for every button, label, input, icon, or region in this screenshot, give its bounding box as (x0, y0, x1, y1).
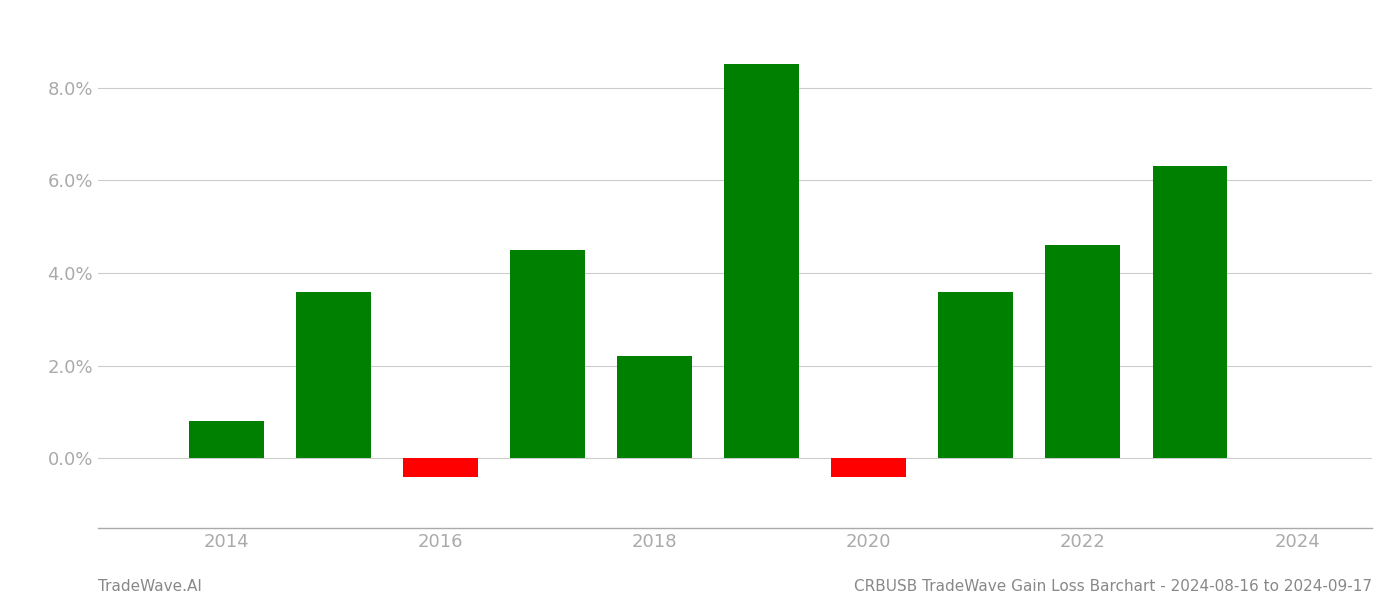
Text: TradeWave.AI: TradeWave.AI (98, 579, 202, 594)
Bar (1152, 166, 1228, 458)
Bar (295, 292, 371, 458)
Bar (403, 458, 477, 477)
Bar (189, 421, 265, 458)
Bar (617, 356, 692, 458)
Bar (724, 64, 799, 458)
Text: CRBUSB TradeWave Gain Loss Barchart - 2024-08-16 to 2024-09-17: CRBUSB TradeWave Gain Loss Barchart - 20… (854, 579, 1372, 594)
Bar (1046, 245, 1120, 458)
Bar (938, 292, 1014, 458)
Bar (832, 458, 906, 477)
Bar (510, 250, 585, 458)
